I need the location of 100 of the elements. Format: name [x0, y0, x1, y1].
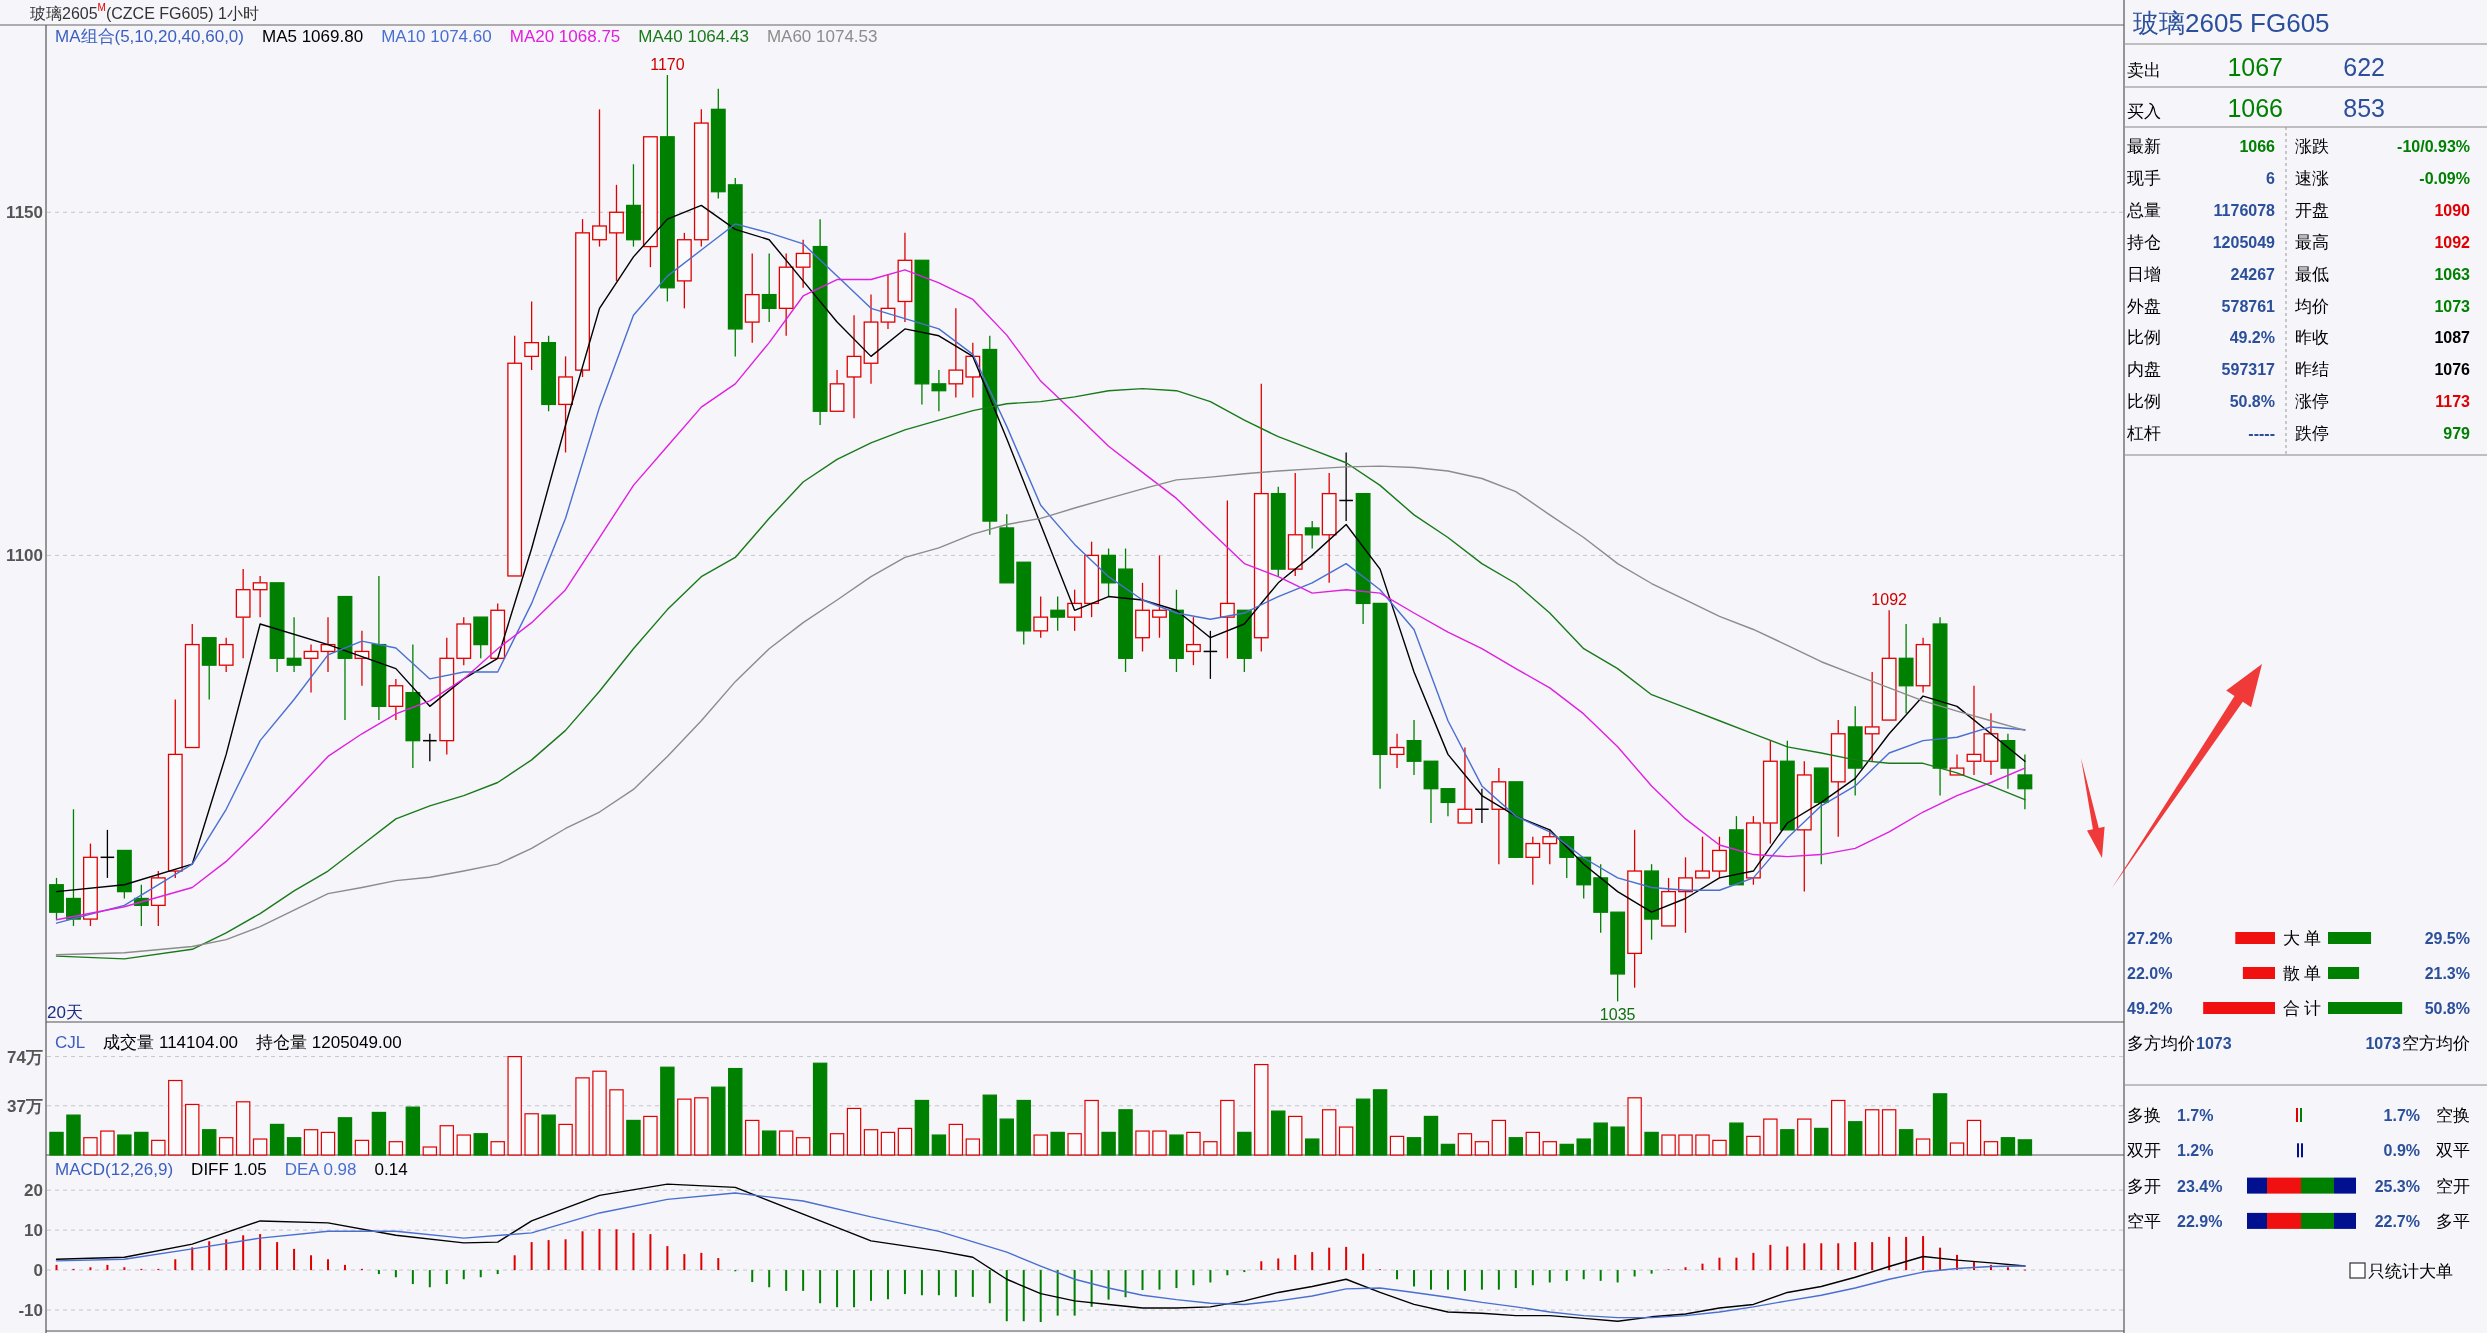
text: 比例 — [2127, 327, 2161, 347]
bar — [123, 1267, 126, 1271]
text: 最高 — [2295, 232, 2329, 252]
bar — [1491, 1119, 1507, 1156]
candlestick — [2000, 733, 2016, 790]
text: MA20 1068.75 — [509, 26, 621, 46]
bar — [1372, 1089, 1388, 1156]
bar — [677, 1098, 692, 1156]
candlestick — [1321, 472, 1337, 584]
text: 979 — [2443, 424, 2471, 442]
candlestick — [1932, 616, 1948, 797]
y-tick-label: 74万 — [7, 1047, 43, 1067]
bar — [218, 1137, 234, 1156]
bar — [626, 1119, 641, 1156]
bar — [49, 1131, 64, 1156]
bar — [1701, 1263, 1704, 1271]
bar — [1304, 1138, 1320, 1156]
bar — [937, 1270, 940, 1296]
annotation: 1035 — [1599, 1005, 1636, 1023]
bar — [711, 1086, 726, 1156]
bar — [422, 1146, 438, 1156]
bar — [1463, 1270, 1466, 1291]
bar — [66, 1114, 81, 1156]
text: 外盘 — [2127, 296, 2161, 315]
text: MA60 1074.53 — [766, 26, 878, 46]
bar — [1814, 1127, 1829, 1156]
text: 内盘 — [2127, 359, 2161, 379]
text: 1205049 — [2212, 233, 2276, 251]
candlestick — [1762, 740, 1778, 845]
bar — [1582, 1270, 1585, 1280]
bar — [1763, 1118, 1778, 1156]
candlestick — [1389, 733, 1405, 769]
chart-title: MACD(12,26,9) — [55, 1159, 174, 1179]
bar — [456, 1134, 471, 1156]
bar — [931, 1134, 947, 1156]
bar — [575, 1077, 590, 1156]
annotation: 持仓量 1205049.00 — [256, 1032, 402, 1052]
bar — [643, 1115, 658, 1156]
bar — [530, 1242, 533, 1271]
candlestick — [931, 369, 947, 412]
bar — [999, 1118, 1014, 1156]
bar — [507, 1055, 522, 1156]
text: 杠杆 — [2126, 423, 2161, 443]
y-tick-label: 散 单 — [2282, 963, 2322, 983]
bar — [1345, 1246, 1348, 1271]
bar — [812, 1062, 828, 1156]
bar — [1413, 1270, 1416, 1287]
bar — [2006, 1267, 2009, 1271]
candlestick — [1678, 856, 1693, 934]
bar — [405, 1106, 421, 1156]
text: 6 — [2266, 169, 2276, 187]
chart-subtitle: MA组合(5,10,20,40,60,0) — [55, 26, 244, 46]
bar — [168, 1079, 183, 1156]
bar — [252, 1138, 268, 1156]
candlestick — [1864, 671, 1880, 762]
text: -0.09% — [2419, 169, 2470, 187]
bar — [880, 1131, 896, 1156]
bar — [100, 1130, 115, 1156]
text: ----- — [2248, 424, 2275, 442]
candlestick — [744, 252, 760, 344]
bar — [462, 1270, 465, 1280]
bar — [1559, 1143, 1574, 1156]
bar — [1684, 1267, 1687, 1271]
bar — [1446, 1270, 1449, 1290]
text: 622 — [2343, 53, 2385, 81]
bar — [694, 1097, 709, 1156]
bar — [649, 1234, 652, 1271]
bar — [55, 1264, 58, 1271]
bar — [1565, 1270, 1568, 1281]
text: 买入 — [2127, 101, 2161, 121]
bar — [479, 1270, 482, 1278]
bar — [1022, 1270, 1025, 1322]
text: 24267 — [2230, 265, 2276, 283]
y-tick-label: 10 — [24, 1220, 43, 1240]
candlestick — [1627, 829, 1643, 989]
candlestick — [286, 616, 302, 673]
bar — [1644, 1131, 1659, 1156]
bar — [1949, 1142, 1965, 1156]
bar — [1514, 1270, 1517, 1289]
text: 1067 — [2227, 53, 2283, 81]
candlestick — [846, 314, 862, 419]
bar — [1192, 1270, 1195, 1286]
bar — [1831, 1099, 1846, 1156]
text: 多平 — [2436, 1211, 2470, 1231]
text: 578761 — [2221, 297, 2276, 314]
bar — [1983, 1141, 1999, 1156]
bar — [343, 1264, 346, 1271]
bar — [490, 1141, 505, 1156]
text: 多方均价 — [2127, 1033, 2195, 1053]
bar — [1141, 1270, 1144, 1291]
bar — [1803, 1243, 1806, 1271]
bar — [2000, 1137, 2016, 1156]
annotation: 20天 — [47, 1002, 83, 1022]
bar — [920, 1270, 923, 1296]
bar — [242, 1235, 245, 1271]
bar — [276, 1242, 279, 1271]
bar — [388, 1141, 404, 1156]
bar — [1016, 1099, 1031, 1156]
text: 1066 — [2227, 94, 2283, 122]
text: 总量 — [2126, 200, 2161, 220]
